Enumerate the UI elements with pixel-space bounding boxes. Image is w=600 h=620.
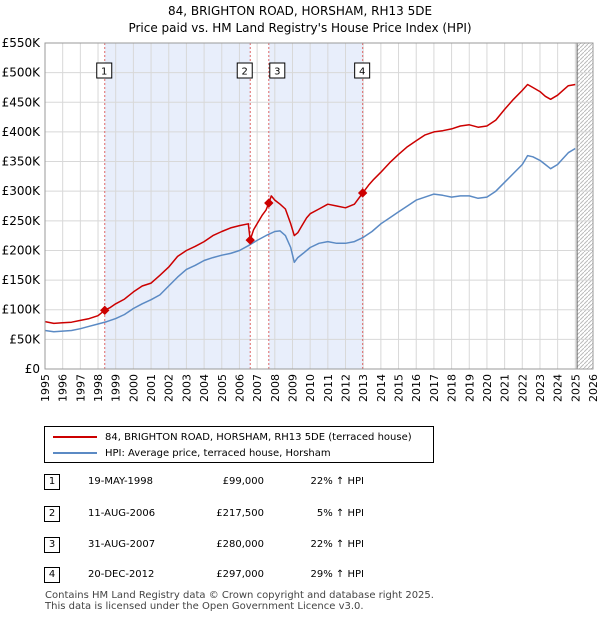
legend-item-hpi: HPI: Average price, terraced house, Hors… — [53, 446, 331, 460]
sale-number-badge: 3 — [44, 537, 60, 553]
sale-hpi-diff: 29% ↑ HPI — [310, 569, 364, 580]
y-tick-label: £550K — [2, 36, 42, 50]
x-tick-label: 2012 — [340, 374, 353, 402]
sale-point — [264, 198, 274, 208]
sale-hpi-diff: 5% ↑ HPI — [316, 508, 364, 519]
sale-label-number: 4 — [359, 67, 365, 78]
table-row: 4 20-DEC-2012 £297,000 29% ↑ HPI — [44, 567, 374, 583]
y-tick-label: £450K — [2, 95, 42, 109]
sale-label-number: 2 — [242, 67, 248, 78]
sale-point — [245, 235, 255, 245]
x-tick-label: 2010 — [304, 374, 317, 402]
x-tick-label: 2000 — [127, 374, 140, 402]
sale-point — [357, 188, 368, 198]
chart-subtitle: Price paid vs. HM Land Registry's House … — [128, 21, 472, 35]
legend-swatch-hpi — [53, 452, 97, 454]
legend-swatch-property — [53, 436, 97, 438]
x-tick-label: 2017 — [428, 374, 441, 402]
x-tick-label: 2020 — [481, 374, 494, 402]
table-row: 1 19-MAY-1998 £99,000 22% ↑ HPI — [44, 474, 374, 490]
sale-number-badge: 4 — [44, 567, 60, 583]
x-tick-label: 2016 — [410, 374, 423, 402]
sale-label-box — [236, 62, 253, 79]
y-tick-label: £0 — [25, 362, 40, 376]
sale-date: 19-MAY-1998 — [88, 476, 154, 487]
ownership-shade — [104, 43, 251, 369]
x-tick-label: 2007 — [251, 374, 264, 402]
sale-label-box — [354, 62, 371, 79]
ownership-shade — [268, 43, 363, 369]
sale-label-box — [96, 62, 113, 79]
x-tick-label: 1999 — [110, 374, 123, 402]
y-tick-label: £50K — [9, 332, 41, 346]
y-tick-label: £150K — [2, 273, 42, 287]
y-tick-label: £300K — [2, 184, 42, 198]
x-tick-label: 2026 — [587, 374, 600, 402]
series-line — [44, 83, 576, 325]
x-tick-label: 2024 — [552, 374, 565, 402]
sale-price: £217,500 — [216, 508, 264, 519]
legend-label-hpi: HPI: Average price, terraced house, Hors… — [105, 447, 331, 459]
x-tick-label: 2011 — [322, 374, 335, 402]
x-tick-label: 2003 — [180, 374, 193, 402]
x-tick-label: 2019 — [463, 374, 476, 402]
y-tick-label: £250K — [2, 214, 42, 228]
footer-copyright: Contains HM Land Registry data © Crown c… — [45, 590, 434, 601]
legend-label-property: 84, BRIGHTON ROAD, HORSHAM, RH13 5DE (te… — [105, 431, 412, 443]
future-hatch — [577, 43, 593, 369]
x-tick-label: 2015 — [393, 374, 406, 402]
x-tick-label: 2018 — [446, 374, 459, 402]
y-tick-label: £350K — [2, 155, 42, 169]
sale-hpi-diff: 22% ↑ HPI — [310, 476, 364, 487]
footer-licence: This data is licensed under the Open Gov… — [45, 601, 364, 612]
sale-date: 31-AUG-2007 — [88, 539, 156, 550]
y-tick-label: £400K — [2, 125, 42, 139]
x-tick-label: 2004 — [198, 374, 211, 402]
x-tick-label: 1997 — [74, 374, 87, 402]
sale-price: £280,000 — [216, 539, 264, 550]
x-tick-label: 2001 — [145, 374, 158, 402]
sale-hpi-diff: 22% ↑ HPI — [310, 539, 364, 550]
chart-legend: 84, BRIGHTON ROAD, HORSHAM, RH13 5DE (te… — [44, 426, 434, 463]
x-tick-label: 2013 — [357, 374, 370, 402]
sale-date: 11-AUG-2006 — [88, 508, 156, 519]
legend-item-property: 84, BRIGHTON ROAD, HORSHAM, RH13 5DE (te… — [53, 430, 412, 444]
y-tick-label: £500K — [2, 66, 42, 80]
x-tick-label: 2023 — [534, 374, 547, 402]
sale-label-number: 1 — [101, 67, 107, 78]
sale-label-box — [269, 62, 286, 79]
chart-title: 84, BRIGHTON ROAD, HORSHAM, RH13 5DE — [167, 4, 433, 18]
sale-number-badge: 1 — [44, 474, 60, 490]
y-tick-label: £100K — [2, 303, 42, 317]
x-tick-label: 1998 — [92, 374, 105, 402]
sale-price: £99,000 — [222, 476, 264, 487]
x-tick-label: 2025 — [569, 374, 582, 402]
x-tick-label: 2022 — [516, 374, 529, 402]
x-tick-label: 2008 — [269, 374, 282, 402]
x-tick-label: 2009 — [286, 374, 299, 402]
table-row: 2 11-AUG-2006 £217,500 5% ↑ HPI — [44, 506, 374, 522]
price-chart: 1 2 3 4 £0 £50K £100K £150K £200K £250K £300K £350… — [2, 36, 600, 402]
x-tick-label: 1996 — [57, 374, 70, 402]
sale-price: £297,000 — [216, 569, 264, 580]
x-tick-label: 2005 — [216, 374, 229, 402]
sale-number-badge: 2 — [44, 506, 60, 522]
x-tick-label: 2014 — [375, 374, 388, 402]
x-tick-label: 2006 — [233, 374, 246, 402]
sale-date: 20-DEC-2012 — [88, 569, 155, 580]
x-tick-label: 2002 — [163, 374, 176, 402]
sale-point — [100, 305, 110, 316]
x-tick-label: 2021 — [499, 374, 512, 402]
plot-border — [44, 42, 594, 370]
x-tick-label: 1995 — [39, 374, 52, 402]
sale-label-number: 3 — [274, 67, 280, 78]
series-line — [44, 147, 576, 333]
y-tick-label: £200K — [2, 243, 42, 257]
table-row: 3 31-AUG-2007 £280,000 22% ↑ HPI — [44, 537, 374, 553]
